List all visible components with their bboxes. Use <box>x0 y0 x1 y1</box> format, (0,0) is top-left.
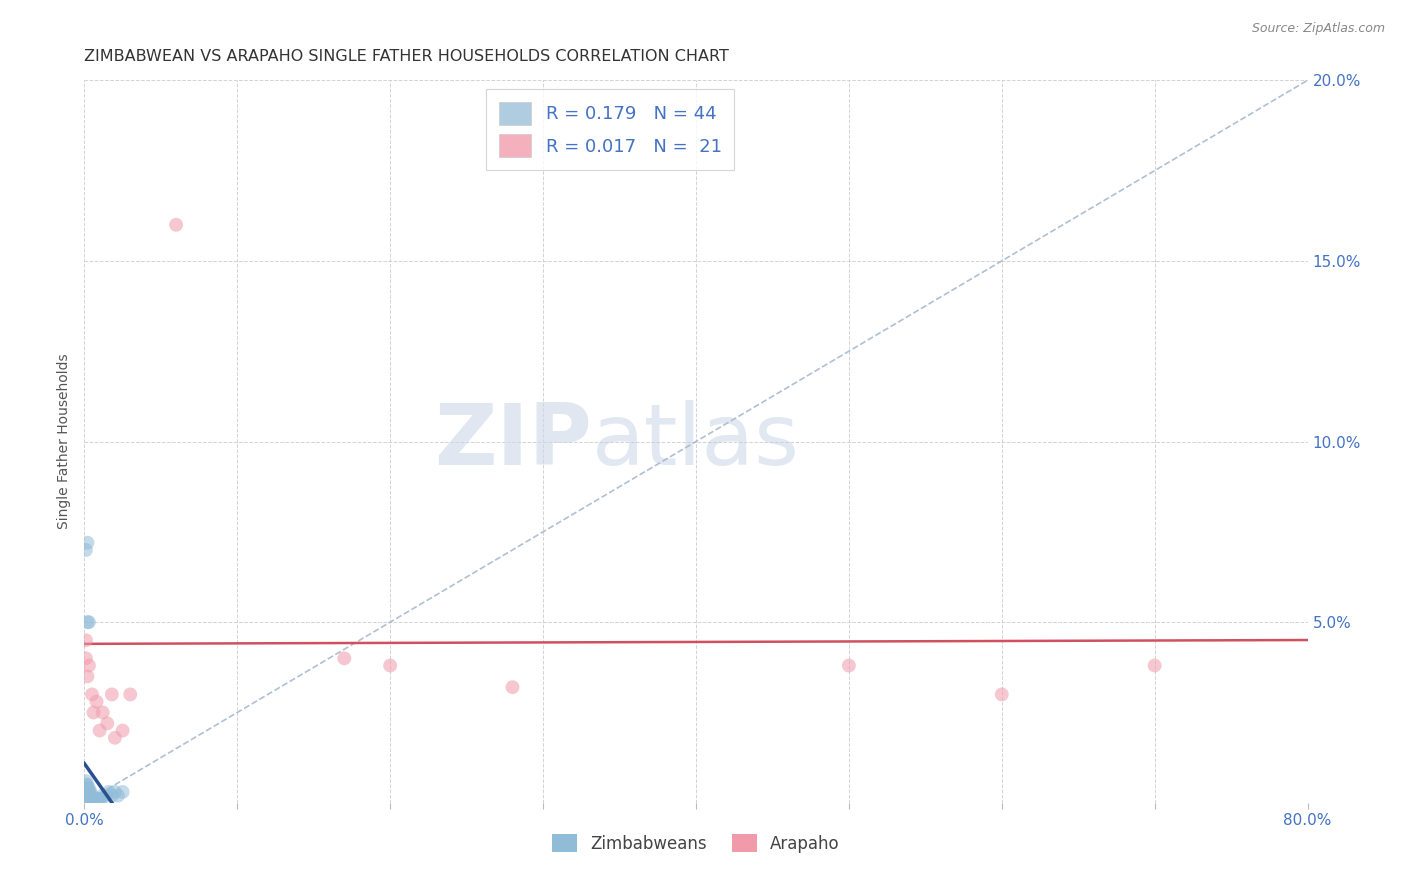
Point <box>101 789 124 803</box>
Point <box>76 792 98 806</box>
Point <box>76 535 98 549</box>
Point <box>333 651 356 665</box>
Point <box>83 706 105 720</box>
Point <box>75 796 97 810</box>
Point <box>96 716 118 731</box>
Point <box>97 785 120 799</box>
Point <box>75 778 97 792</box>
Point <box>75 651 97 665</box>
Point <box>80 687 103 701</box>
Point <box>87 792 110 806</box>
Text: ZIP: ZIP <box>434 400 592 483</box>
Point <box>90 792 112 806</box>
Point <box>76 615 98 630</box>
Point <box>80 789 103 803</box>
Point <box>75 792 97 806</box>
Point <box>80 796 103 810</box>
Point <box>1143 658 1166 673</box>
Point <box>89 792 111 806</box>
Point <box>111 723 134 738</box>
Point <box>76 785 98 799</box>
Point <box>77 658 100 673</box>
Point <box>107 789 129 803</box>
Point <box>77 789 100 803</box>
Point <box>75 789 97 803</box>
Point <box>991 687 1014 701</box>
Point <box>165 218 187 232</box>
Point <box>75 542 97 557</box>
Point <box>77 615 100 630</box>
Legend: Zimbabweans, Arapaho: Zimbabweans, Arapaho <box>546 828 846 860</box>
Point <box>104 785 127 799</box>
Point <box>80 792 103 806</box>
Point <box>502 680 524 694</box>
Text: atlas: atlas <box>592 400 800 483</box>
Point <box>79 789 101 803</box>
Point <box>86 792 108 806</box>
Point <box>83 792 105 806</box>
Point <box>75 633 97 648</box>
Point <box>89 723 111 738</box>
Point <box>380 658 402 673</box>
Point <box>91 789 114 803</box>
Point <box>111 785 134 799</box>
Point <box>91 706 114 720</box>
Point <box>84 792 107 806</box>
Point <box>76 781 98 796</box>
Point <box>75 785 97 799</box>
Point <box>94 789 117 803</box>
Point <box>75 774 97 789</box>
Point <box>79 796 101 810</box>
Point <box>76 778 98 792</box>
Point <box>838 658 860 673</box>
Point <box>77 781 100 796</box>
Point <box>101 687 124 701</box>
Point <box>84 796 107 810</box>
Point <box>83 796 105 810</box>
Point <box>77 796 100 810</box>
Point <box>76 796 98 810</box>
Point <box>79 785 101 799</box>
Point <box>77 792 100 806</box>
Point <box>75 781 97 796</box>
Point <box>104 731 127 745</box>
Y-axis label: Single Father Households: Single Father Households <box>58 354 72 529</box>
Point <box>120 687 142 701</box>
Text: ZIMBABWEAN VS ARAPAHO SINGLE FATHER HOUSEHOLDS CORRELATION CHART: ZIMBABWEAN VS ARAPAHO SINGLE FATHER HOUS… <box>84 49 730 64</box>
Point <box>79 792 101 806</box>
Text: Source: ZipAtlas.com: Source: ZipAtlas.com <box>1251 22 1385 36</box>
Point <box>76 789 98 803</box>
Point <box>77 785 100 799</box>
Point <box>86 695 108 709</box>
Point <box>76 669 98 683</box>
